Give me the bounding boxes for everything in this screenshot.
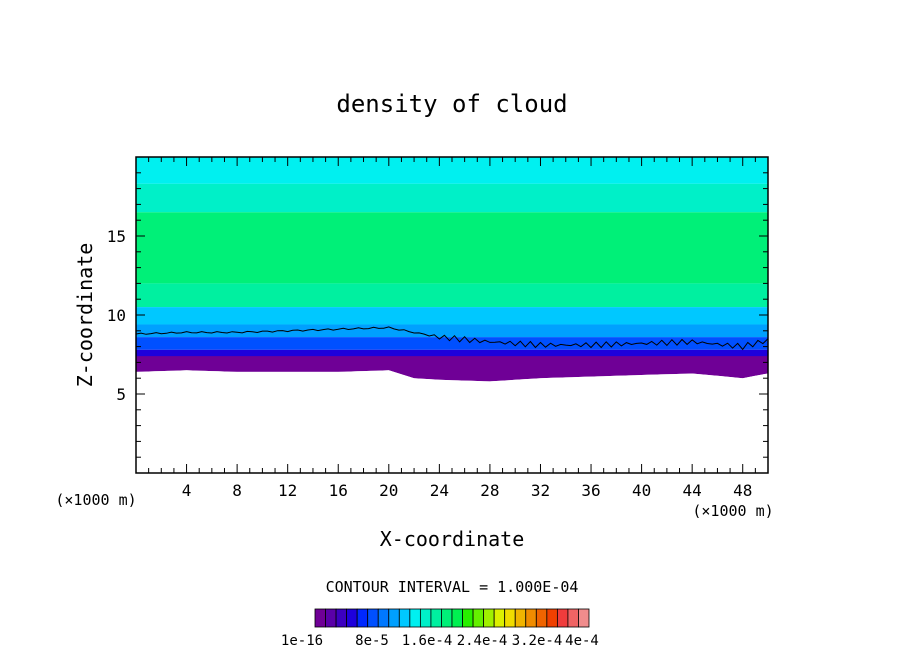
- colorbar: [314, 608, 590, 628]
- x-unit-label-left: (×1000 m): [55, 491, 136, 509]
- x-axis: 4 8 12 16 20 24 28 32 36 40 44 48: [148, 157, 756, 500]
- colorbar-swatch: [367, 608, 379, 628]
- colorbar-swatch: [314, 608, 326, 628]
- x-unit-label-right: (×1000 m): [692, 502, 773, 520]
- band-blue: [136, 337, 768, 350]
- x-tick-label: 8: [232, 481, 242, 500]
- band-core: [136, 212, 768, 284]
- x-tick-label: 24: [430, 481, 449, 500]
- colorbar-swatch: [356, 608, 369, 628]
- band-lower-teal: [136, 283, 768, 308]
- x-tick-label: 36: [581, 481, 600, 500]
- colorbar-swatch: [409, 608, 421, 628]
- colorbar-swatch: [578, 608, 590, 628]
- x-tick-label: 40: [632, 481, 651, 500]
- colorbar-label: 1.6e-4: [402, 633, 453, 649]
- colorbar-label: 4e-4: [565, 633, 599, 649]
- chart-title: density of cloud: [336, 90, 567, 118]
- colorbar-swatch: [504, 608, 516, 628]
- x-tick-label: 32: [531, 481, 550, 500]
- band-sky: [136, 324, 768, 338]
- x-axis-label: X-coordinate: [380, 527, 525, 551]
- colorbar-swatch: [546, 608, 558, 628]
- band-upper-teal: [136, 183, 768, 213]
- colorbar-swatch: [430, 608, 442, 628]
- colorbar-swatch: [472, 608, 485, 628]
- x-tick-label: 12: [278, 481, 297, 500]
- colorbar-swatch: [462, 608, 474, 628]
- colorbar-labels: 1e-16 8e-5 1.6e-4 2.4e-4 3.2e-4 4e-4: [281, 633, 599, 649]
- x-tick-label: 28: [480, 481, 499, 500]
- plot-area: [136, 157, 768, 473]
- colorbar-swatch: [388, 608, 400, 628]
- colorbar-swatch: [535, 608, 548, 628]
- x-tick-label: 20: [379, 481, 398, 500]
- colorbar-swatch: [514, 608, 527, 628]
- colorbar-label: 3.2e-4: [512, 633, 563, 649]
- colorbar-swatch: [335, 608, 348, 628]
- colorbar-swatch: [493, 608, 506, 628]
- colorbar-label: 1e-16: [281, 633, 323, 649]
- x-tick-label: 48: [733, 481, 752, 500]
- colorbar-swatch: [451, 608, 463, 628]
- colorbar-swatch: [419, 608, 432, 628]
- y-axis-label: Z-coordinate: [73, 243, 97, 388]
- y-tick-label: 15: [107, 227, 126, 246]
- y-tick-label: 10: [107, 306, 126, 325]
- colorbar-label: 8e-5: [355, 633, 389, 649]
- x-tick-label: 4: [182, 481, 192, 500]
- x-tick-label: 44: [683, 481, 702, 500]
- contour-interval-text: CONTOUR INTERVAL = 1.000E-04: [326, 578, 579, 596]
- colorbar-swatch: [556, 608, 569, 628]
- colorbar-swatch: [441, 608, 453, 628]
- colorbar-swatch: [567, 608, 579, 628]
- colorbar-swatch: [483, 608, 495, 628]
- contour-line: [136, 326, 768, 351]
- y-axis: 5 10 15: [107, 172, 768, 458]
- colorbar-swatch: [398, 608, 411, 628]
- colorbar-swatch: [325, 608, 337, 628]
- band-purple-base: [136, 356, 768, 382]
- colorbar-swatch: [525, 608, 537, 628]
- band-deep-blue: [136, 349, 768, 360]
- cloud-free-region: [136, 370, 768, 473]
- x-tick-label: 16: [329, 481, 348, 500]
- colorbar-label: 2.4e-4: [457, 633, 508, 649]
- band-cyan: [136, 307, 768, 325]
- colorbar-swatch: [377, 608, 390, 628]
- y-tick-label: 5: [116, 385, 126, 404]
- colorbar-swatch: [346, 608, 358, 628]
